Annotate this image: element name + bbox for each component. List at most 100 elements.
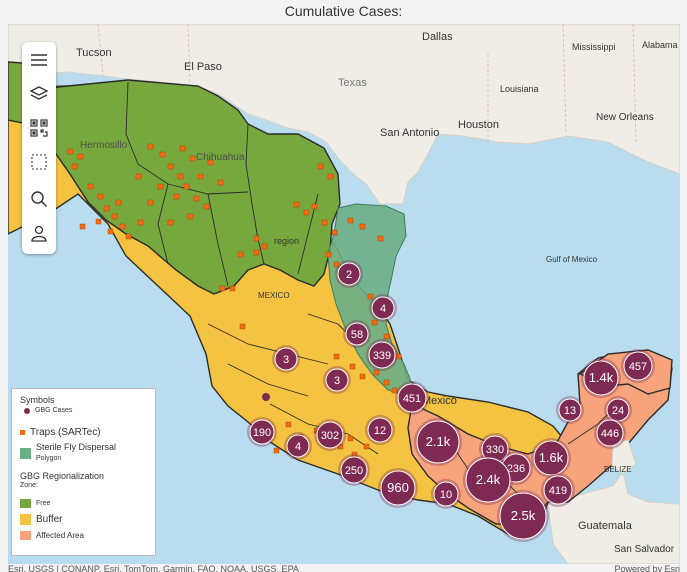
cluster-circle xyxy=(380,470,416,506)
cluster-count: 58 xyxy=(351,329,363,341)
basemap xyxy=(8,24,680,564)
legend-sterile-fly-line1: Sterile Fly Dispersal xyxy=(36,442,117,452)
free-swatch xyxy=(20,499,31,508)
legend-traps: Traps (SARTec) xyxy=(20,427,101,438)
case-cluster[interactable]: 457 xyxy=(621,349,655,383)
cluster-count: 339 xyxy=(373,350,391,362)
cluster-circle xyxy=(558,398,582,422)
case-cluster[interactable]: 2 xyxy=(335,260,363,288)
cluster-circle xyxy=(274,347,298,371)
select-area-icon xyxy=(31,154,47,170)
case-cluster[interactable]: 451 xyxy=(395,381,429,415)
cluster-circle xyxy=(416,420,460,464)
cluster-count: 10 xyxy=(440,489,452,501)
legend-buffer-label: Buffer xyxy=(36,514,63,525)
legend-gbg-cases-label: GBG Cases xyxy=(35,407,73,414)
legend-affected-label: Affected Area xyxy=(36,531,84,540)
search-button[interactable] xyxy=(22,184,56,214)
case-cluster[interactable]: 10 xyxy=(431,479,461,509)
map-title: Cumulative Cases: xyxy=(284,3,403,19)
case-cluster[interactable]: 1.4k xyxy=(581,358,621,398)
map-view[interactable]: Dallas Tucson El Paso Texas Mississippi … xyxy=(8,24,680,564)
cluster-count: 1.4k xyxy=(589,370,614,385)
search-icon xyxy=(31,191,48,208)
qr-code-icon xyxy=(30,119,48,137)
cluster-count: 190 xyxy=(253,427,271,439)
cluster-circle xyxy=(345,322,369,346)
gbg-case-dot xyxy=(262,393,270,401)
cluster-circle xyxy=(367,417,393,443)
case-cluster[interactable]: 419 xyxy=(541,473,575,507)
case-cluster[interactable]: 446 xyxy=(594,417,626,449)
cluster-count: 4 xyxy=(380,303,386,315)
affected-swatch xyxy=(20,531,31,540)
legend-affected: Affected Area xyxy=(20,531,84,540)
cluster-count: 236 xyxy=(507,463,525,475)
case-cluster[interactable]: 960 xyxy=(378,468,418,508)
select-area-button[interactable] xyxy=(22,147,56,177)
us-borders xyxy=(97,24,637,143)
cluster-count: 12 xyxy=(374,425,386,437)
cluster-circle xyxy=(583,360,619,396)
cluster-circle xyxy=(316,421,344,449)
case-cluster[interactable]: 3 xyxy=(272,345,300,373)
case-cluster[interactable]: 13 xyxy=(556,396,584,424)
cluster-count: 451 xyxy=(403,393,421,405)
cluster-circle xyxy=(596,419,624,447)
legend-free: Free xyxy=(20,499,50,508)
case-cluster[interactable]: 3 xyxy=(323,366,351,394)
cluster-circle xyxy=(623,351,653,381)
traps-layer xyxy=(67,143,402,458)
case-cluster[interactable]: 302 xyxy=(314,419,346,451)
cluster-count: 457 xyxy=(629,361,647,373)
legend-sterile-fly-label: Sterile Fly Dispersal Polygon xyxy=(36,442,116,464)
cluster-circle xyxy=(249,419,275,445)
legend-gbg-cases: GBG Cases xyxy=(24,407,72,414)
case-cluster[interactable]: 2.5k xyxy=(497,490,549,542)
cluster-count: 2.4k xyxy=(476,472,501,487)
legend-traps-label: Traps (SARTec) xyxy=(30,427,101,438)
legend-free-label: Free xyxy=(36,500,51,507)
case-cluster[interactable]: 58 xyxy=(343,320,371,348)
gbg-case-swatch xyxy=(24,407,30,414)
cluster-circle xyxy=(371,296,395,320)
cluster-count: 2 xyxy=(346,269,352,281)
cluster-circle xyxy=(340,456,368,484)
case-cluster[interactable]: 2.1k xyxy=(414,418,462,466)
state-borders xyxy=(125,81,619,505)
qr-button[interactable] xyxy=(22,113,56,143)
sterile-fly-swatch xyxy=(20,447,31,459)
case-cluster[interactable]: 250 xyxy=(338,454,370,486)
case-cluster[interactable]: 4 xyxy=(369,294,397,322)
cluster-circle xyxy=(433,481,459,507)
legend-symbols-title: Symbols xyxy=(20,395,55,405)
case-cluster[interactable]: 4 xyxy=(284,432,312,460)
menu-button[interactable] xyxy=(22,45,56,75)
cluster-circle xyxy=(543,475,573,505)
central-america-landmass xyxy=(547,470,680,564)
cluster-count: 24 xyxy=(612,405,624,417)
case-cluster[interactable]: 339 xyxy=(366,339,398,371)
cluster-count: 302 xyxy=(321,430,339,442)
legend-zone-label: Zone: xyxy=(20,482,38,489)
usa-landmass xyxy=(8,24,680,205)
cluster-count: 330 xyxy=(486,444,504,456)
legend-buffer: Buffer xyxy=(20,514,63,525)
powered-by-esri[interactable]: Powered by Esri xyxy=(614,564,680,572)
cluster-circle xyxy=(337,262,361,286)
case-cluster[interactable]: 2.4k xyxy=(463,455,513,505)
case-cluster[interactable]: 190 xyxy=(247,417,277,447)
cluster-count: 3 xyxy=(334,375,340,387)
attribution-text[interactable]: Esri, USGS | CONANP, Esri, TomTom, Garmi… xyxy=(8,564,299,572)
cluster-circle xyxy=(606,398,630,422)
user-button[interactable] xyxy=(22,218,56,248)
cluster-circle xyxy=(397,383,427,413)
layers-button[interactable] xyxy=(22,79,56,109)
case-cluster[interactable]: 1.6k xyxy=(531,438,571,478)
cluster-count: 4 xyxy=(295,441,301,453)
cluster-count: 1.6k xyxy=(539,450,564,465)
case-cluster[interactable]: 24 xyxy=(604,396,632,424)
case-cluster[interactable]: 12 xyxy=(365,415,395,445)
buffer-swatch xyxy=(20,514,31,525)
